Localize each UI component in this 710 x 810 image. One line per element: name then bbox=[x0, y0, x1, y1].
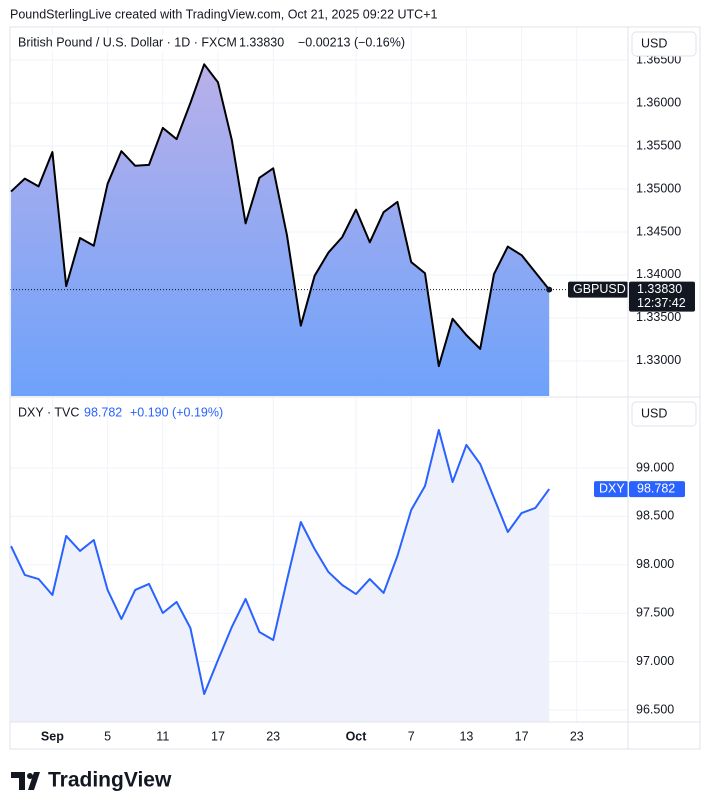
logo bbox=[11, 772, 40, 790]
logo-text: TradingView bbox=[48, 769, 172, 792]
y-tick-label: 1.35500 bbox=[636, 138, 681, 152]
y-tick-label: 1.36000 bbox=[636, 95, 681, 109]
y-tick-label: 1.34500 bbox=[636, 224, 681, 238]
y-tick-label: 99.000 bbox=[636, 460, 674, 474]
x-tick-label: 17 bbox=[515, 729, 529, 743]
pane bbox=[10, 59, 628, 396]
symbol-tag-text: GBPUSD bbox=[573, 282, 626, 296]
y-tick-label: 1.33000 bbox=[636, 353, 681, 367]
price-line bbox=[10, 428, 551, 696]
x-tick-label: Oct bbox=[346, 729, 368, 743]
price-tag bbox=[629, 481, 685, 498]
currency-label[interactable]: USD bbox=[641, 406, 667, 420]
x-tick-label: 17 bbox=[211, 729, 225, 743]
x-tick-label: 23 bbox=[570, 729, 584, 743]
countdown: 12:37:42 bbox=[637, 296, 686, 310]
symbol-tag bbox=[594, 481, 628, 498]
legend-title: DXY · TVC bbox=[18, 405, 79, 419]
last-point bbox=[546, 286, 553, 293]
y-tick-label: 1.33500 bbox=[636, 310, 681, 324]
x-tick-label: 7 bbox=[408, 729, 415, 743]
price-tag-text: 98.782 bbox=[637, 481, 675, 495]
currency-button[interactable] bbox=[631, 31, 697, 57]
y-tick-label: 1.35000 bbox=[636, 181, 681, 195]
y-tick-label: 98.500 bbox=[636, 509, 674, 523]
legend-bg bbox=[18, 35, 268, 53]
legend-change: −0.00213 (−0.16%) bbox=[298, 35, 405, 49]
y-tick-label: 97.000 bbox=[636, 654, 674, 668]
y-tick-label: 98.000 bbox=[636, 557, 674, 571]
header: PoundSterlingLive created with TradingVi… bbox=[10, 7, 437, 21]
frame bbox=[9, 26, 701, 750]
y-tick-label: 97.500 bbox=[636, 605, 674, 619]
x-tick-label: 5 bbox=[104, 729, 111, 743]
x-tick-label: 23 bbox=[266, 729, 280, 743]
currency-button[interactable] bbox=[631, 401, 697, 427]
legend-change: +0.190 (+0.19%) bbox=[130, 405, 223, 419]
price-tag-text: 1.33830 bbox=[637, 282, 682, 296]
x-tick-label: Sep bbox=[41, 729, 64, 743]
symbol-tag bbox=[568, 281, 628, 298]
y-tick-label: 96.500 bbox=[636, 702, 674, 716]
price-tag bbox=[629, 281, 695, 312]
area-fill bbox=[11, 64, 550, 396]
x-tick-label: 13 bbox=[459, 729, 473, 743]
pane bbox=[10, 428, 628, 722]
area-fill bbox=[11, 429, 550, 722]
legend-value: 1.33830 bbox=[239, 35, 284, 49]
y-tick-label: 1.34000 bbox=[636, 267, 681, 281]
price-line bbox=[10, 63, 550, 368]
legend-title: British Pound / U.S. Dollar · 1D · FXCM bbox=[18, 35, 237, 49]
currency-label[interactable]: USD bbox=[641, 36, 667, 50]
legend-value: 98.782 bbox=[84, 405, 122, 419]
x-tick-label: 11 bbox=[156, 729, 169, 743]
symbol-tag-text: DXY bbox=[599, 481, 625, 495]
